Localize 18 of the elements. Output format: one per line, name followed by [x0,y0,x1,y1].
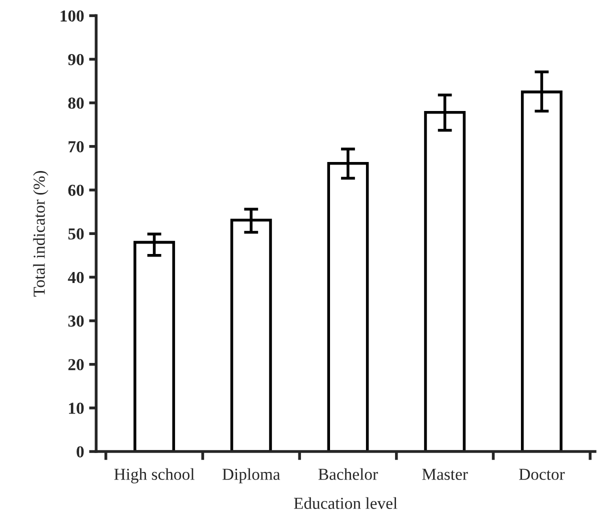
x-tick-label: Master [422,468,468,480]
y-tick-label: 60 [68,184,84,196]
y-tick-label: 90 [68,54,84,66]
x-tick-label: Diploma [222,468,280,484]
y-tick-label: 50 [68,228,84,240]
x-tick-label: Bachelor [318,468,378,480]
y-tick-label: 80 [68,98,84,109]
y-tick-label: 20 [68,359,84,370]
y-tick-label: 0 [76,446,84,458]
y-axis-title: Total indicator (%) [33,171,48,297]
y-tick-label: 10 [69,402,84,414]
y-tick-label: 40 [68,272,84,284]
y-tick-label: 100 [60,10,84,22]
y-tick-label: 30 [68,315,84,327]
x-axis-title: Education level [294,497,398,509]
y-tick-label: 70 [68,141,84,152]
x-tick-label: High school [114,468,194,484]
x-tick-label: Doctor [519,468,565,480]
